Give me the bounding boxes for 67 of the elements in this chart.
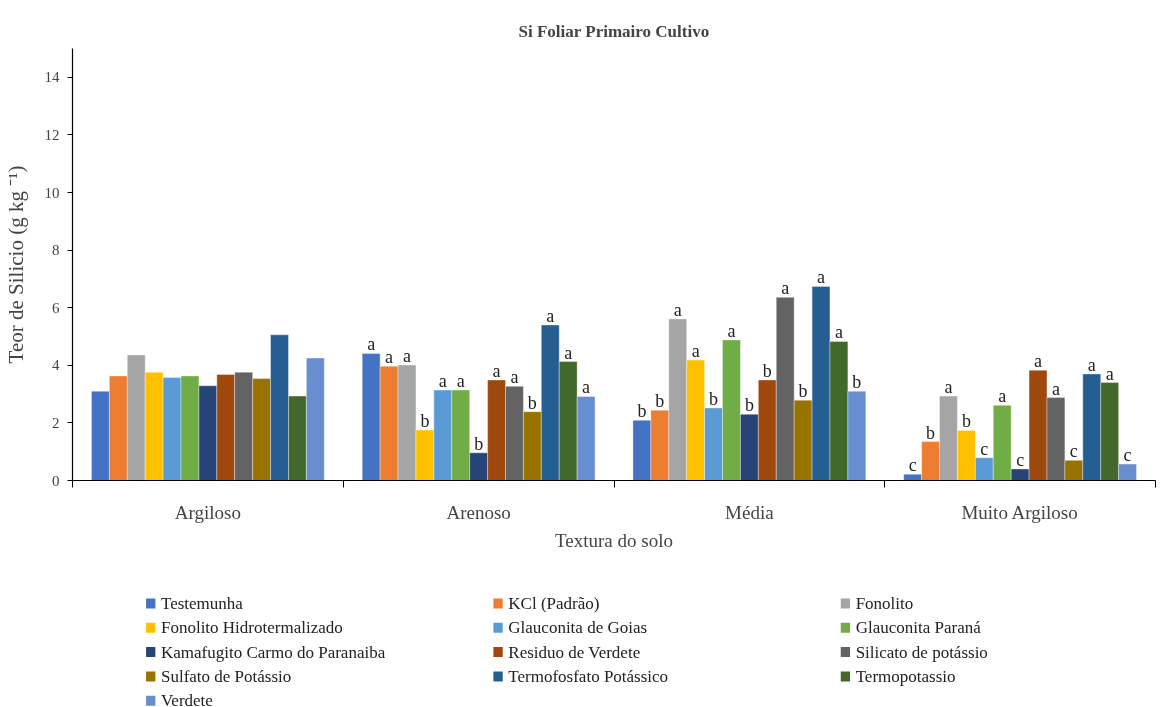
- data-label: a: [944, 377, 953, 398]
- data-label: b: [474, 433, 484, 454]
- y-tick-label: 0: [52, 472, 60, 489]
- data-label: a: [673, 299, 682, 320]
- y-tick-label: 8: [52, 242, 60, 259]
- data-label: b: [527, 392, 537, 413]
- x-tick-label: Arenoso: [446, 501, 511, 523]
- data-label: a: [492, 360, 501, 381]
- legend-label: Testemunha: [160, 594, 244, 613]
- y-tick-label: 12: [44, 126, 60, 143]
- y-axis-title: Teor de Silicio (g kg ⁻¹): [3, 165, 28, 364]
- y-tick-label: 10: [44, 184, 60, 201]
- legend-label: Termopotassio: [855, 666, 956, 686]
- legend-label: Verdete: [160, 691, 213, 707]
- chart-title: Si Foliar Primairo Cultivo: [518, 21, 710, 41]
- x-tick-label: Argiloso: [174, 501, 241, 523]
- data-label: a: [1105, 363, 1114, 384]
- legend-label: Fonolito: [855, 594, 914, 613]
- data-label: c: [1069, 441, 1078, 462]
- x-tick-label: Média: [725, 501, 775, 523]
- data-label: a: [385, 347, 394, 368]
- x-tick-label: Muito Argiloso: [961, 501, 1078, 523]
- legend-label: KCl (Padrão): [508, 594, 600, 613]
- data-label: a: [781, 278, 790, 299]
- data-label: b: [744, 395, 754, 416]
- data-label: a: [727, 320, 736, 341]
- data-label: c: [1016, 449, 1025, 470]
- data-label: a: [402, 346, 411, 367]
- data-label: a: [456, 371, 465, 392]
- data-label: a: [546, 305, 555, 326]
- data-label: a: [438, 371, 447, 392]
- data-label: a: [1051, 378, 1060, 399]
- data-label: a: [582, 377, 591, 398]
- legend-label: Silicato de potássio: [855, 642, 988, 662]
- legend-label: Termofosfato Potássico: [508, 666, 669, 686]
- data-label: a: [510, 367, 519, 388]
- data-label: c: [1123, 445, 1132, 466]
- data-label: b: [926, 422, 936, 443]
- y-tick-label: 2: [52, 414, 60, 431]
- data-label: a: [367, 334, 376, 355]
- y-tick-label: 14: [44, 69, 60, 86]
- data-label: b: [762, 360, 772, 381]
- legend-label: Fonolito Hidrotermalizado: [160, 618, 343, 638]
- data-label: c: [980, 438, 989, 459]
- data-label: b: [852, 372, 862, 393]
- legend-label: Glauconita de Goias: [508, 618, 648, 638]
- y-tick-label: 6: [52, 299, 60, 316]
- data-label: a: [564, 342, 573, 363]
- data-label: b: [655, 391, 665, 412]
- data-label: a: [998, 386, 1007, 407]
- data-label: c: [908, 455, 917, 476]
- legend-label: Residuo de Verdete: [508, 642, 641, 662]
- legend-label: Kamafugito Carmo do Paranaiba: [160, 642, 386, 662]
- x-axis-title: Textura do solo: [555, 529, 673, 551]
- data-label: b: [961, 411, 971, 432]
- data-label: a: [817, 267, 826, 288]
- y-tick-label: 4: [52, 357, 60, 374]
- data-label: a: [834, 322, 843, 343]
- data-label: b: [709, 388, 719, 409]
- legend-label: Glauconita Paraná: [855, 618, 982, 638]
- data-label: b: [798, 381, 808, 402]
- data-label: a: [1087, 354, 1096, 375]
- data-label: a: [1034, 351, 1043, 372]
- data-label: b: [637, 401, 647, 422]
- data-label: a: [691, 341, 700, 362]
- data-label: b: [420, 411, 430, 432]
- legend-label: Sulfato de Potássio: [160, 666, 292, 686]
